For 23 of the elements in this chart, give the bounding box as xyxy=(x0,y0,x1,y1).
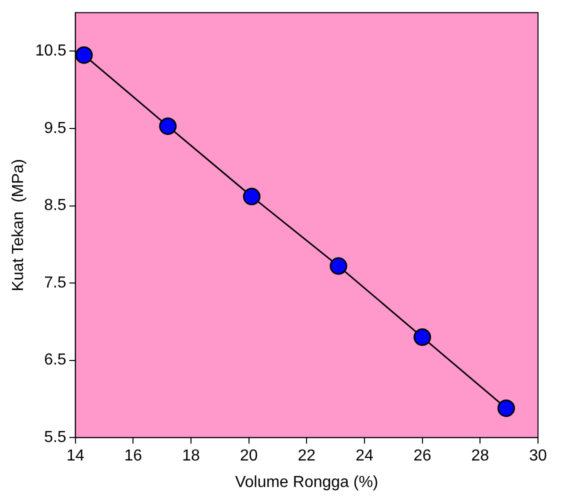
x-tick-label: 22 xyxy=(298,448,316,465)
x-axis-title: Volume Rongga (%) xyxy=(235,474,378,491)
y-tick-label: 10.5 xyxy=(35,42,66,60)
y-tick-label: 9.5 xyxy=(44,120,66,137)
x-tick-label: 14 xyxy=(66,448,84,465)
y-tick-label: 6.5 xyxy=(44,352,66,369)
point xyxy=(75,46,93,64)
y-tick-label: 7.5 xyxy=(44,274,66,292)
x-tick-label: 24 xyxy=(356,448,374,465)
x-tick-label: 18 xyxy=(182,448,200,465)
x-tick-label: 26 xyxy=(413,448,432,465)
point xyxy=(497,399,515,417)
x-tick-label: 20 xyxy=(240,448,258,465)
y-tick-label: 5.5 xyxy=(44,429,66,446)
point xyxy=(330,257,348,275)
point xyxy=(414,328,432,346)
x-tick-label: 16 xyxy=(124,448,142,465)
y-axis-title: Kuat Tekan (MPa) xyxy=(10,158,28,292)
x-tick-label: 30 xyxy=(529,448,547,465)
point xyxy=(159,117,177,135)
y-tick-label: 8.5 xyxy=(44,197,66,214)
x-tick-label: 28 xyxy=(471,448,490,465)
point xyxy=(242,188,260,206)
